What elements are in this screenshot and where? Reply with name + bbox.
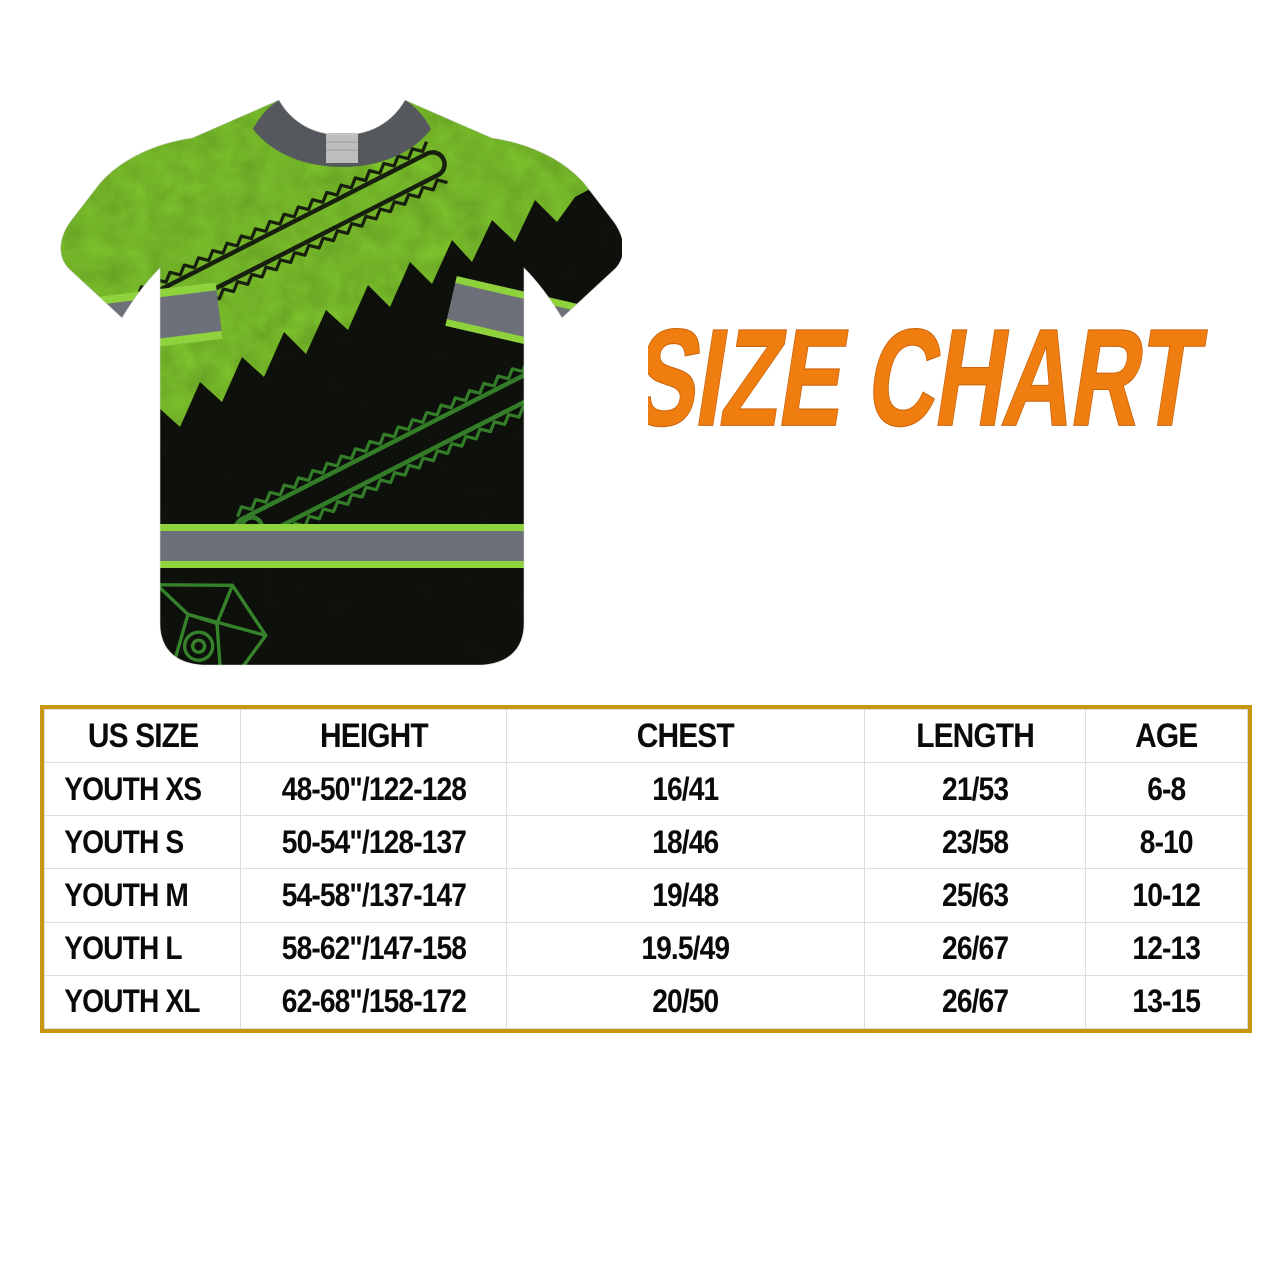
svg-text:SIZE CHART: SIZE CHART (648, 301, 1212, 448)
